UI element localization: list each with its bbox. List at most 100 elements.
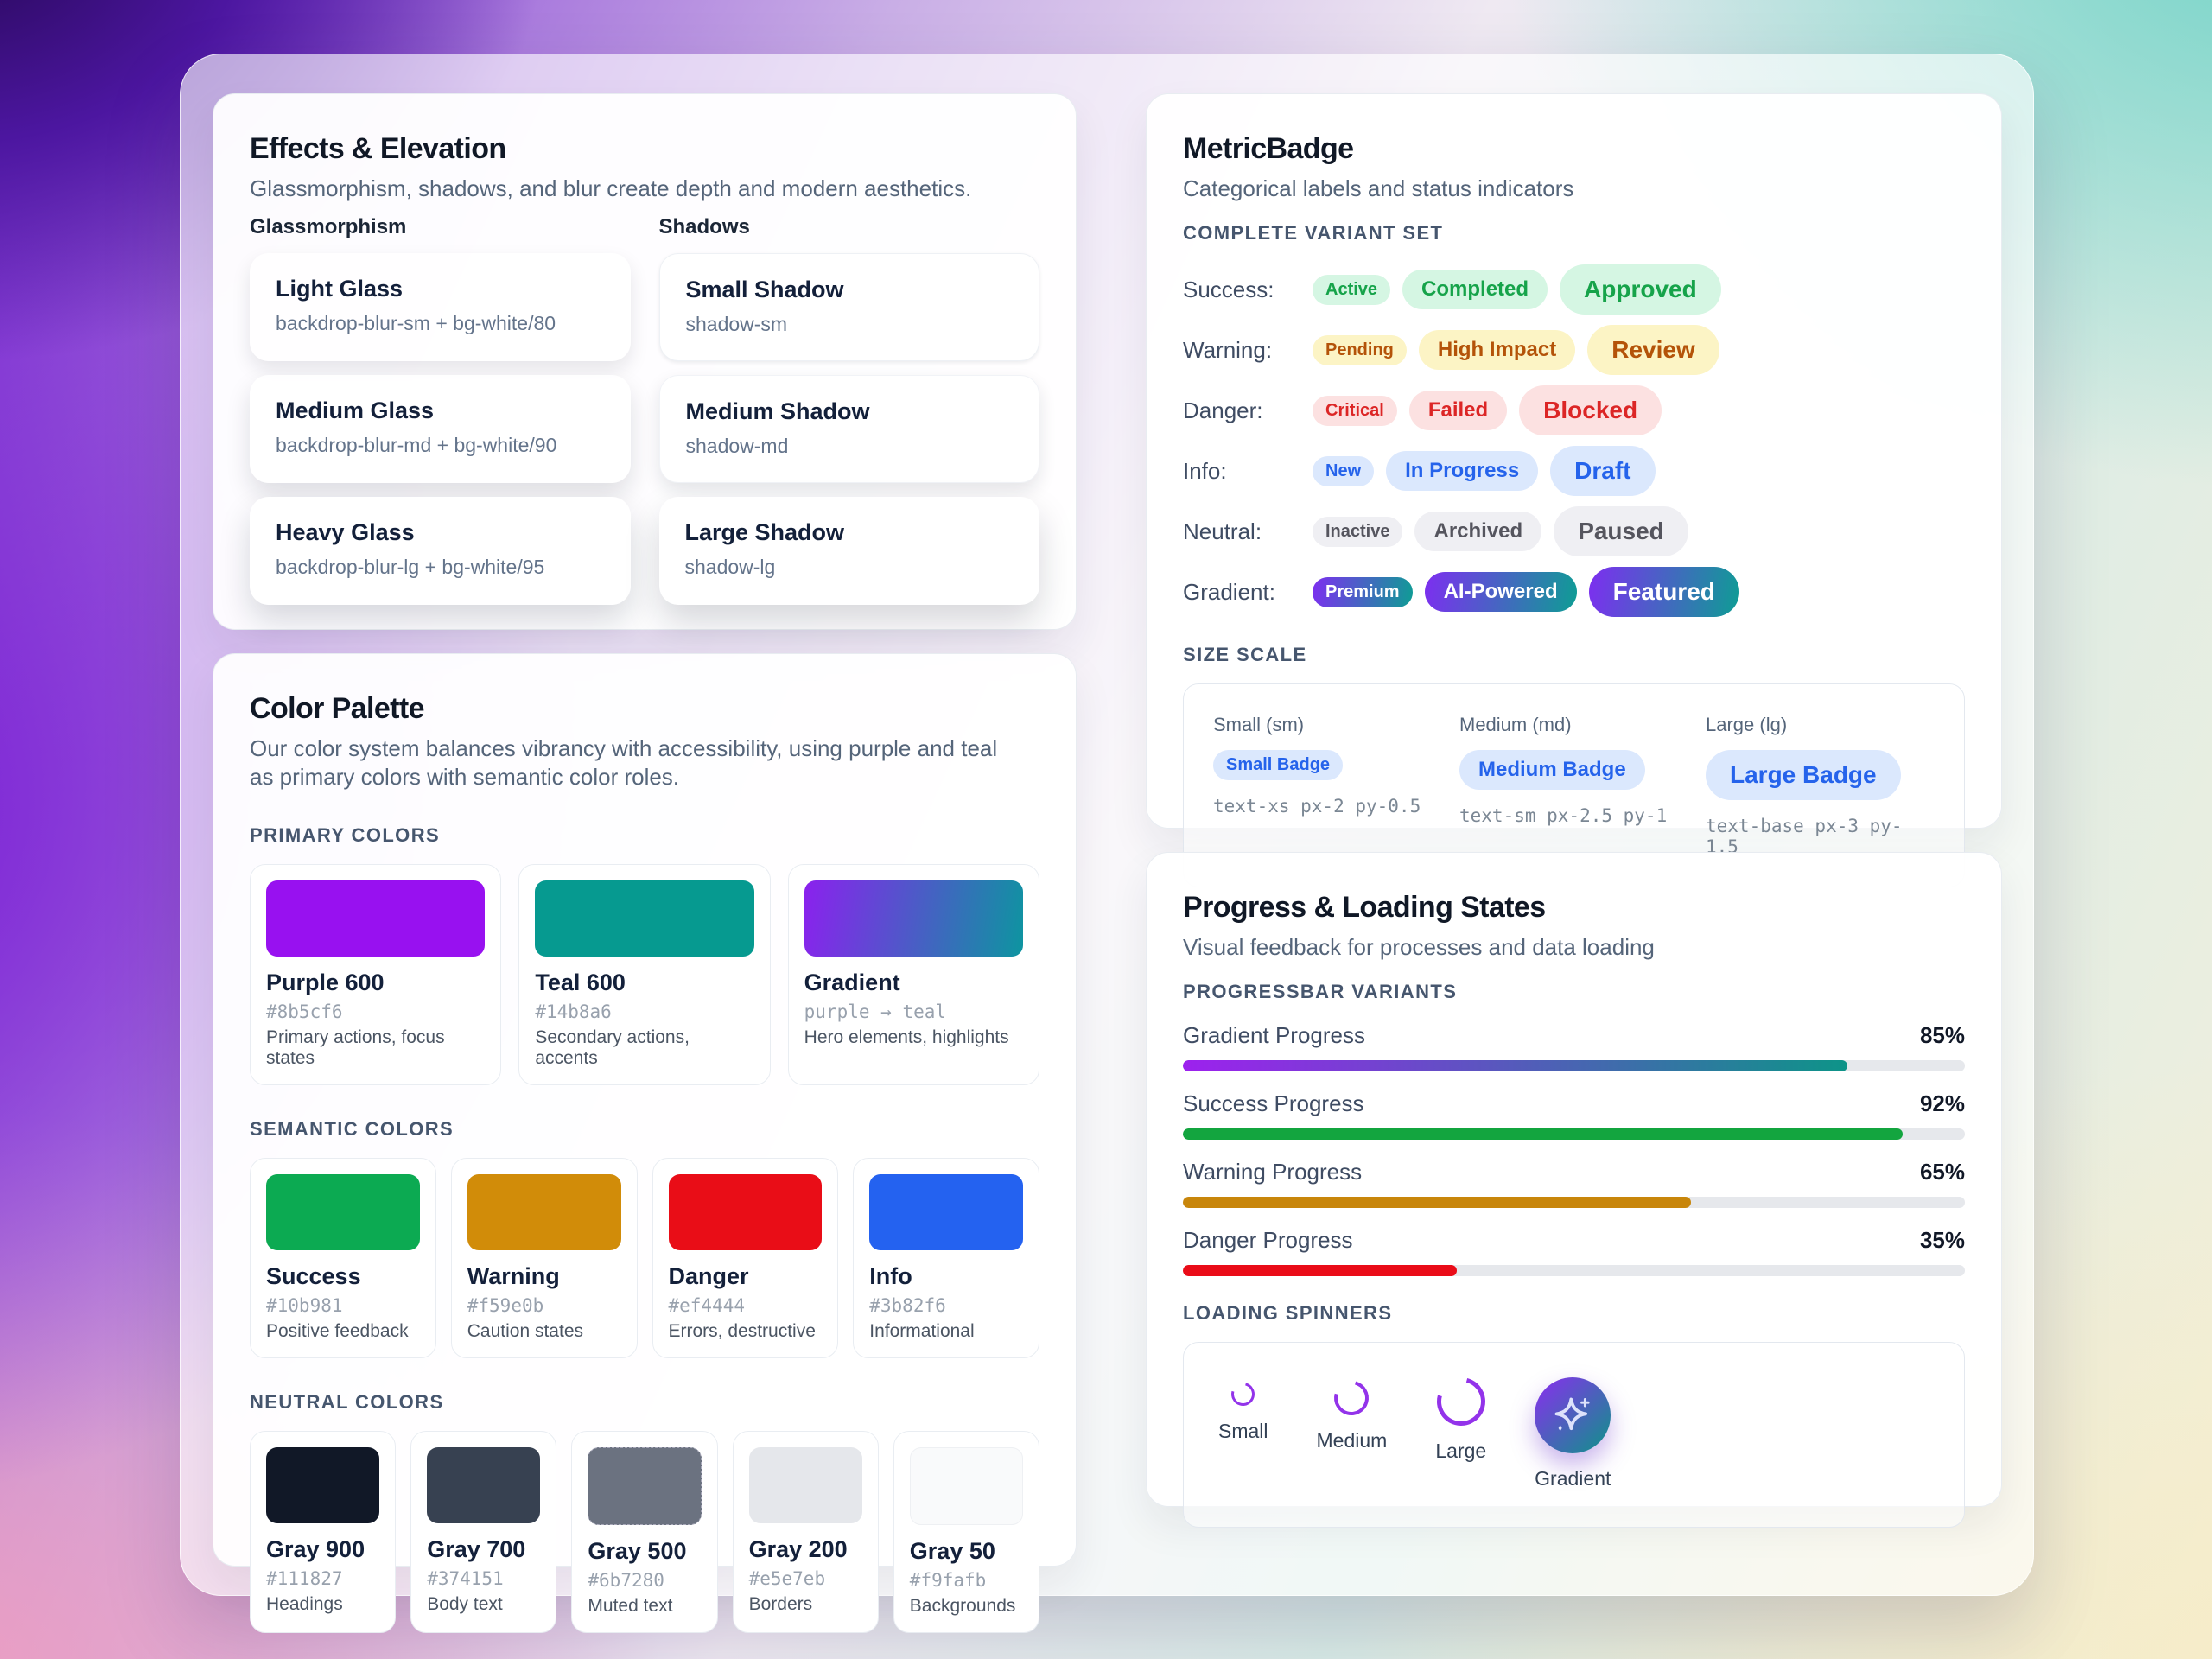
badge[interactable]: Approved bbox=[1560, 264, 1721, 315]
badge-row-neutral: Neutral: Inactive Archived Paused bbox=[1183, 504, 1965, 559]
color-hex: #8b5cf6 bbox=[266, 1001, 343, 1022]
color-hex: #6b7280 bbox=[588, 1570, 664, 1591]
variant-set-label: COMPLETE VARIANT SET bbox=[1183, 222, 1444, 244]
badge[interactable]: Inactive bbox=[1313, 516, 1403, 547]
card-subtitle: Glassmorphism, shadows, and blur create … bbox=[250, 175, 972, 201]
color-desc: Backgrounds bbox=[909, 1596, 1016, 1616]
badge-row-label: Success: bbox=[1183, 276, 1274, 302]
badge[interactable]: Medium Badge bbox=[1459, 750, 1645, 790]
badge[interactable]: Paused bbox=[1554, 506, 1688, 556]
loading-spinners-label: LOADING SPINNERS bbox=[1183, 1302, 1393, 1324]
color-swatch-card: Danger #ef4444 Errors, destructive bbox=[652, 1158, 839, 1358]
spinner-small: Small bbox=[1218, 1377, 1268, 1443]
progress-track bbox=[1183, 1128, 1965, 1140]
badge[interactable]: Active bbox=[1313, 274, 1391, 305]
progress-track bbox=[1183, 1197, 1965, 1208]
badge[interactable]: Featured bbox=[1588, 567, 1739, 617]
card-subtitle: Categorical labels and status indicators bbox=[1183, 175, 1574, 201]
badge[interactable]: Review bbox=[1587, 325, 1719, 375]
progress-loading-card: Progress & Loading States Visual feedbac… bbox=[1146, 852, 2002, 1528]
badge[interactable]: AI-Powered bbox=[1424, 572, 1577, 612]
badge[interactable]: Archived bbox=[1414, 512, 1542, 551]
size-code: text-base px-3 py-1.5 bbox=[1706, 816, 1903, 857]
shadows-column: Shadows Small Shadow shadow-sm Medium Sh… bbox=[658, 215, 1039, 605]
color-palette-card: Color Palette Our color system balances … bbox=[213, 653, 1077, 1633]
card-title: Color Palette bbox=[250, 692, 425, 725]
demo-code: backdrop-blur-md + bg-white/90 bbox=[276, 434, 557, 456]
color-desc: Headings bbox=[266, 1594, 343, 1614]
color-swatch-card: Gray 200 #e5e7eb Borders bbox=[732, 1431, 879, 1633]
semantic-colors-grid: Success #10b981 Positive feedback Warnin… bbox=[250, 1158, 1039, 1358]
badge-row-label: Warning: bbox=[1183, 336, 1273, 363]
badge[interactable]: Draft bbox=[1550, 446, 1656, 496]
progress-row-success: Success Progress 92% bbox=[1183, 1090, 1965, 1140]
progress-row-warning: Warning Progress 65% bbox=[1183, 1159, 1965, 1208]
color-name: Gray 200 bbox=[748, 1536, 848, 1562]
badge[interactable]: Premium bbox=[1313, 576, 1413, 607]
size-code: text-xs px-2 py-0.5 bbox=[1213, 796, 1421, 817]
card-title: MetricBadge bbox=[1183, 132, 1354, 165]
size-scale-label: SIZE SCALE bbox=[1183, 644, 1307, 665]
progress-fill bbox=[1183, 1265, 1457, 1276]
badge[interactable]: Blocked bbox=[1519, 385, 1662, 435]
badge-row-info: Info: New In Progress Draft bbox=[1183, 443, 1965, 499]
color-swatch-card: Purple 600 #8b5cf6 Primary actions, focu… bbox=[250, 864, 502, 1085]
shadows-heading: Shadows bbox=[658, 215, 750, 238]
color-desc: Body text bbox=[427, 1594, 503, 1614]
color-swatch bbox=[804, 880, 1023, 957]
color-desc: Secondary actions, accents bbox=[535, 1027, 690, 1068]
metric-badge-card: MetricBadge Categorical labels and statu… bbox=[1146, 93, 2002, 887]
color-swatch bbox=[467, 1174, 621, 1250]
badge[interactable]: New bbox=[1313, 455, 1375, 486]
color-swatch bbox=[748, 1447, 862, 1523]
spinner-label: Large bbox=[1435, 1440, 1487, 1462]
badge[interactable]: Failed bbox=[1408, 391, 1508, 430]
spinner-medium: Medium bbox=[1317, 1374, 1387, 1452]
progress-track bbox=[1183, 1265, 1965, 1276]
badge[interactable]: High Impact bbox=[1418, 330, 1576, 370]
spinner-small-icon bbox=[1227, 1378, 1260, 1410]
color-hex: #10b981 bbox=[266, 1295, 343, 1316]
badge[interactable]: Large Badge bbox=[1706, 750, 1901, 800]
sparkle-icon bbox=[1549, 1392, 1596, 1439]
glassmorphism-column: Glassmorphism Light Glass backdrop-blur-… bbox=[250, 215, 631, 605]
color-hex: #e5e7eb bbox=[748, 1568, 826, 1589]
demo-code: shadow-lg bbox=[684, 556, 776, 578]
primary-colors-label: PRIMARY COLORS bbox=[250, 824, 441, 846]
progress-label: Warning Progress bbox=[1183, 1159, 1363, 1185]
color-swatch bbox=[668, 1174, 823, 1250]
badge[interactable]: In Progress bbox=[1386, 451, 1539, 491]
color-swatch bbox=[909, 1447, 1023, 1525]
demo-title: Medium Shadow bbox=[685, 398, 870, 424]
glass-demo-medium: Medium Glass backdrop-blur-md + bg-white… bbox=[250, 375, 631, 483]
spinner-label: Gradient bbox=[1535, 1467, 1611, 1490]
demo-title: Large Shadow bbox=[684, 519, 845, 545]
glass-demo-heavy: Heavy Glass backdrop-blur-lg + bg-white/… bbox=[250, 497, 631, 605]
card-title: Effects & Elevation bbox=[250, 132, 506, 165]
effects-elevation-card: Effects & Elevation Glassmorphism, shado… bbox=[213, 93, 1077, 630]
color-swatch-card: Gray 50 #f9fafb Backgrounds bbox=[893, 1431, 1039, 1633]
color-desc: Caution states bbox=[467, 1321, 583, 1341]
badge[interactable]: Pending bbox=[1313, 334, 1407, 365]
badge-row-gradient: Gradient: Premium AI-Powered Featured bbox=[1183, 564, 1965, 620]
semantic-colors-label: SEMANTIC COLORS bbox=[250, 1118, 454, 1140]
color-swatch-card: Gray 700 #374151 Body text bbox=[410, 1431, 557, 1633]
badge-row-label: Danger: bbox=[1183, 397, 1263, 423]
badge[interactable]: Completed bbox=[1402, 270, 1548, 309]
badge[interactable]: Small Badge bbox=[1213, 750, 1344, 780]
color-swatch-card: Info #3b82f6 Informational bbox=[853, 1158, 1039, 1358]
shadow-demo-medium: Medium Shadow shadow-md bbox=[658, 375, 1039, 483]
color-desc: Muted text bbox=[588, 1596, 673, 1616]
glass-demo-light: Light Glass backdrop-blur-sm + bg-white/… bbox=[250, 253, 631, 361]
progress-row-gradient: Gradient Progress 85% bbox=[1183, 1022, 1965, 1071]
color-swatch bbox=[266, 1447, 380, 1523]
progress-label: Gradient Progress bbox=[1183, 1022, 1365, 1048]
loading-spinners-box: Small Medium Large bbox=[1183, 1342, 1965, 1528]
badge[interactable]: Critical bbox=[1313, 395, 1397, 426]
color-desc: Primary actions, focus states bbox=[266, 1027, 445, 1068]
color-swatch bbox=[427, 1447, 541, 1523]
primary-colors-grid: Purple 600 #8b5cf6 Primary actions, focu… bbox=[250, 864, 1039, 1085]
color-name: Gray 900 bbox=[266, 1536, 365, 1562]
glass-container: Effects & Elevation Glassmorphism, shado… bbox=[180, 54, 2034, 1633]
color-swatch-card: Teal 600 #14b8a6 Secondary actions, acce… bbox=[518, 864, 771, 1085]
